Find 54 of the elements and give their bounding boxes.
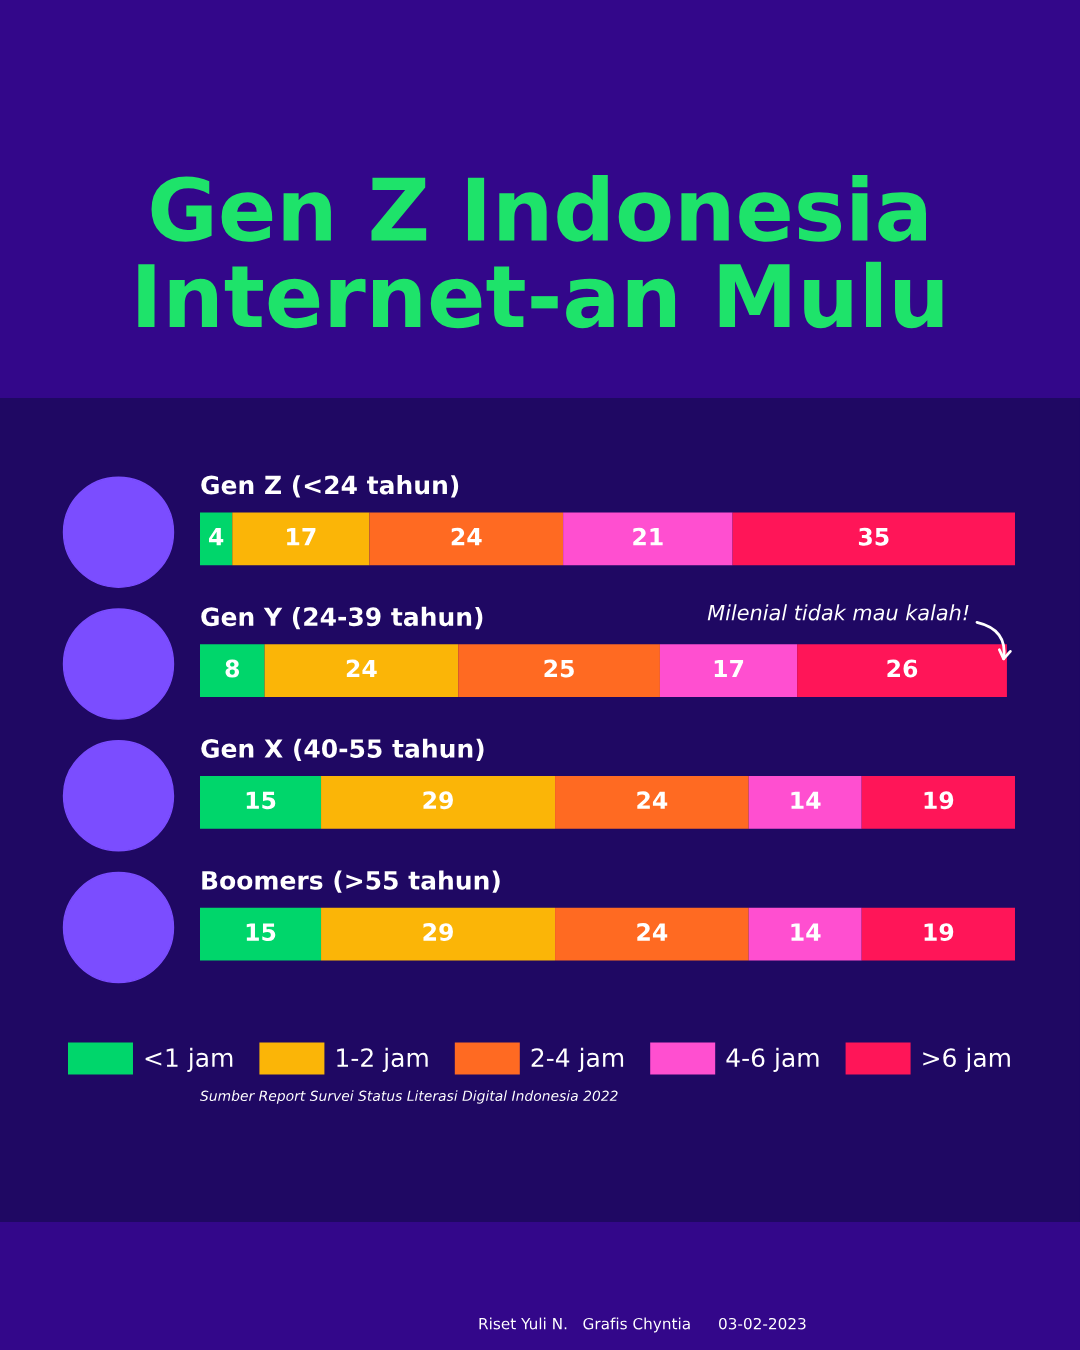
bar <box>200 644 265 697</box>
data-label: 19 <box>924 923 954 941</box>
data-label: 24 <box>637 791 668 809</box>
bar <box>732 512 1015 566</box>
bar <box>748 907 862 961</box>
legend-label: 1-2 jam <box>337 1047 428 1072</box>
data-label: 17 <box>714 659 744 678</box>
bar <box>659 644 798 697</box>
bar <box>232 512 370 566</box>
bar <box>264 644 459 697</box>
bar <box>748 776 862 829</box>
bar <box>200 907 322 961</box>
bar <box>321 907 556 961</box>
bar <box>369 512 564 566</box>
bar <box>861 776 1015 829</box>
data-label: 8 <box>225 659 240 678</box>
data-label: 35 <box>858 527 889 546</box>
data-label: 17 <box>287 528 316 546</box>
legend-label: 2-4 jam <box>531 1047 624 1072</box>
y-tick-label: Gen Y (24-39 tahun) <box>201 606 483 630</box>
data-label: 26 <box>887 659 918 678</box>
data-label: 14 <box>791 923 821 941</box>
bar <box>200 512 233 566</box>
bar <box>861 907 1015 961</box>
bar <box>563 512 733 566</box>
legend-label: >6 jam <box>923 1047 1010 1072</box>
legend-label: 4-6 jam <box>726 1047 819 1072</box>
text: Riset Yuli N. Grafis Chyntia <box>479 1317 690 1333</box>
y-tick-label: Gen X (40-55 tahun) <box>201 738 484 761</box>
data-label: 4 <box>208 528 224 546</box>
bar <box>555 907 749 961</box>
data-label: 29 <box>423 923 453 941</box>
data-label: 24 <box>637 923 668 941</box>
bar <box>458 644 660 697</box>
annotation: Milenial tidak mau kalah! <box>707 604 969 621</box>
data-label: 15 <box>246 923 276 941</box>
data-label: 14 <box>791 791 821 809</box>
bar <box>321 776 556 829</box>
data-label: 25 <box>544 659 574 678</box>
text: Sumber Report Survei Status Literasi Digital Indonesia 2022 <box>200 1090 618 1104</box>
data-label: 24 <box>451 527 482 546</box>
chart-title: Gen Z Indonesia Internet-an Mulu <box>138 175 943 329</box>
bar <box>797 644 1007 697</box>
data-label: 15 <box>246 791 276 810</box>
legend-label: <1 jam <box>145 1047 233 1072</box>
data-label: 21 <box>633 527 663 546</box>
data-label: 24 <box>346 659 377 678</box>
bar <box>555 776 749 829</box>
data-label: 29 <box>423 791 453 810</box>
data-label: 19 <box>924 791 954 810</box>
text: 03-02-2023 <box>719 1317 806 1330</box>
bar <box>200 776 322 829</box>
y-tick-label: Gen Z (<24 tahun) <box>201 475 459 498</box>
y-tick-label: Boomers (>55 tahun) <box>202 870 500 893</box>
